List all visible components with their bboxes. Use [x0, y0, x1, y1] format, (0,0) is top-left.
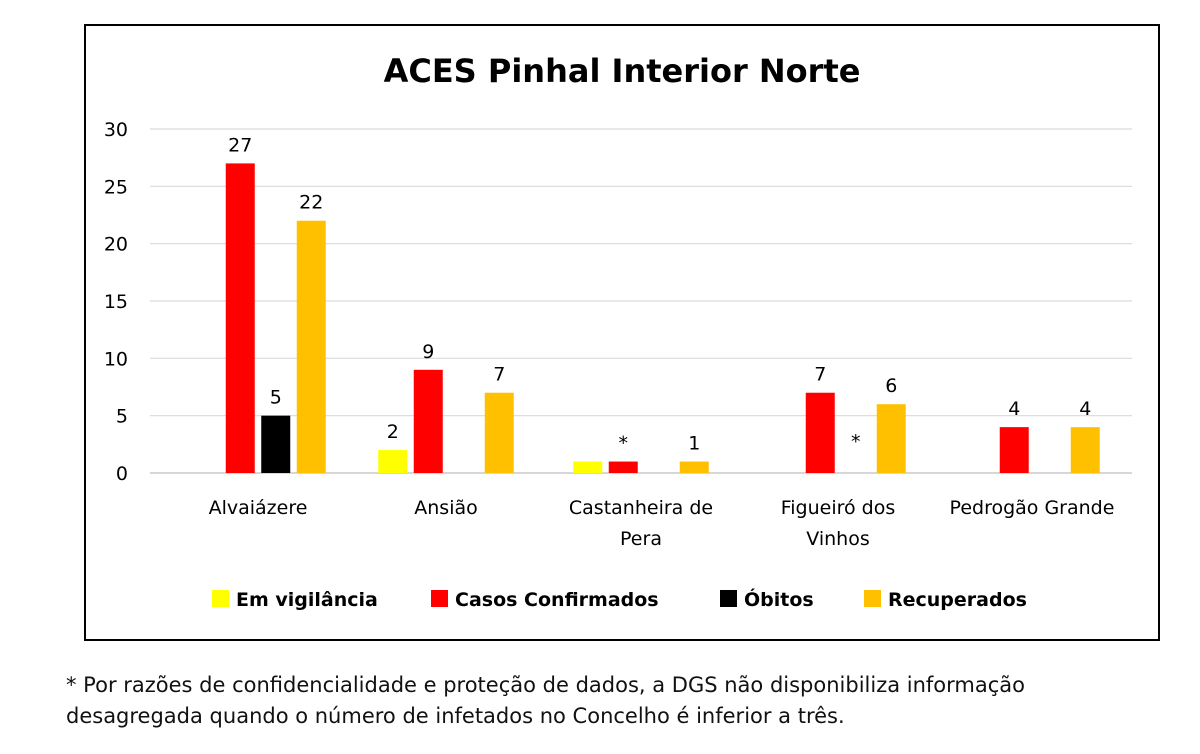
legend-label: Recuperados [888, 589, 1027, 611]
bar [378, 450, 408, 473]
data-label: 7 [814, 364, 826, 386]
bar [413, 369, 443, 473]
data-label: * [619, 433, 629, 455]
footnote-line-2: desagregada quando o número de infetados… [66, 704, 845, 728]
bar [1070, 427, 1100, 473]
x-category-label: Figueiró dos [781, 497, 896, 519]
legend-swatch [431, 590, 448, 607]
y-tick-label: 30 [104, 119, 128, 141]
bar [999, 427, 1029, 473]
bar [679, 461, 709, 473]
data-label: 5 [270, 387, 282, 409]
x-category-label: Castanheira de [569, 497, 713, 519]
data-label: 27 [228, 134, 252, 156]
x-category-label: Pera [620, 528, 662, 550]
y-tick-label: 5 [116, 406, 128, 428]
legend-label: Casos Confirmados [455, 589, 659, 611]
y-tick-label: 20 [104, 234, 128, 256]
data-label: * [851, 431, 861, 453]
data-label: 4 [1079, 398, 1091, 420]
bar [225, 163, 255, 473]
data-label: 2 [387, 421, 399, 443]
y-tick-label: 25 [104, 176, 128, 198]
legend-label: Óbitos [744, 587, 814, 611]
y-tick-label: 0 [116, 463, 128, 485]
bar [608, 461, 638, 473]
data-label: 7 [493, 364, 505, 386]
data-label: 22 [299, 192, 323, 214]
y-tick-label: 15 [104, 291, 128, 313]
x-category-label: Alvaiázere [209, 497, 308, 519]
data-label: 1 [688, 433, 700, 455]
legend-swatch [720, 590, 737, 607]
x-category-label: Pedrogão Grande [950, 497, 1115, 519]
bar [261, 415, 291, 473]
data-label: 9 [422, 341, 434, 363]
legend-swatch [864, 590, 881, 607]
x-category-label: Vinhos [806, 528, 869, 550]
bar [484, 392, 514, 473]
footnote-line-1: * Por razões de confidencialidade e prot… [66, 673, 1026, 697]
legend-label: Em vigilância [236, 589, 378, 611]
y-tick-label: 10 [104, 348, 128, 370]
legend-swatch [212, 590, 229, 607]
chart-frame [84, 24, 1160, 641]
bar [296, 220, 326, 473]
bar [805, 392, 835, 473]
chart-title: ACES Pinhal Interior Norte [384, 52, 861, 90]
data-label: 4 [1008, 398, 1020, 420]
bar [573, 461, 603, 473]
bar [876, 404, 906, 473]
data-label: 6 [885, 375, 897, 397]
x-category-label: Ansião [414, 497, 478, 519]
footnote: * Por razões de confidencialidade e prot… [66, 670, 1176, 732]
